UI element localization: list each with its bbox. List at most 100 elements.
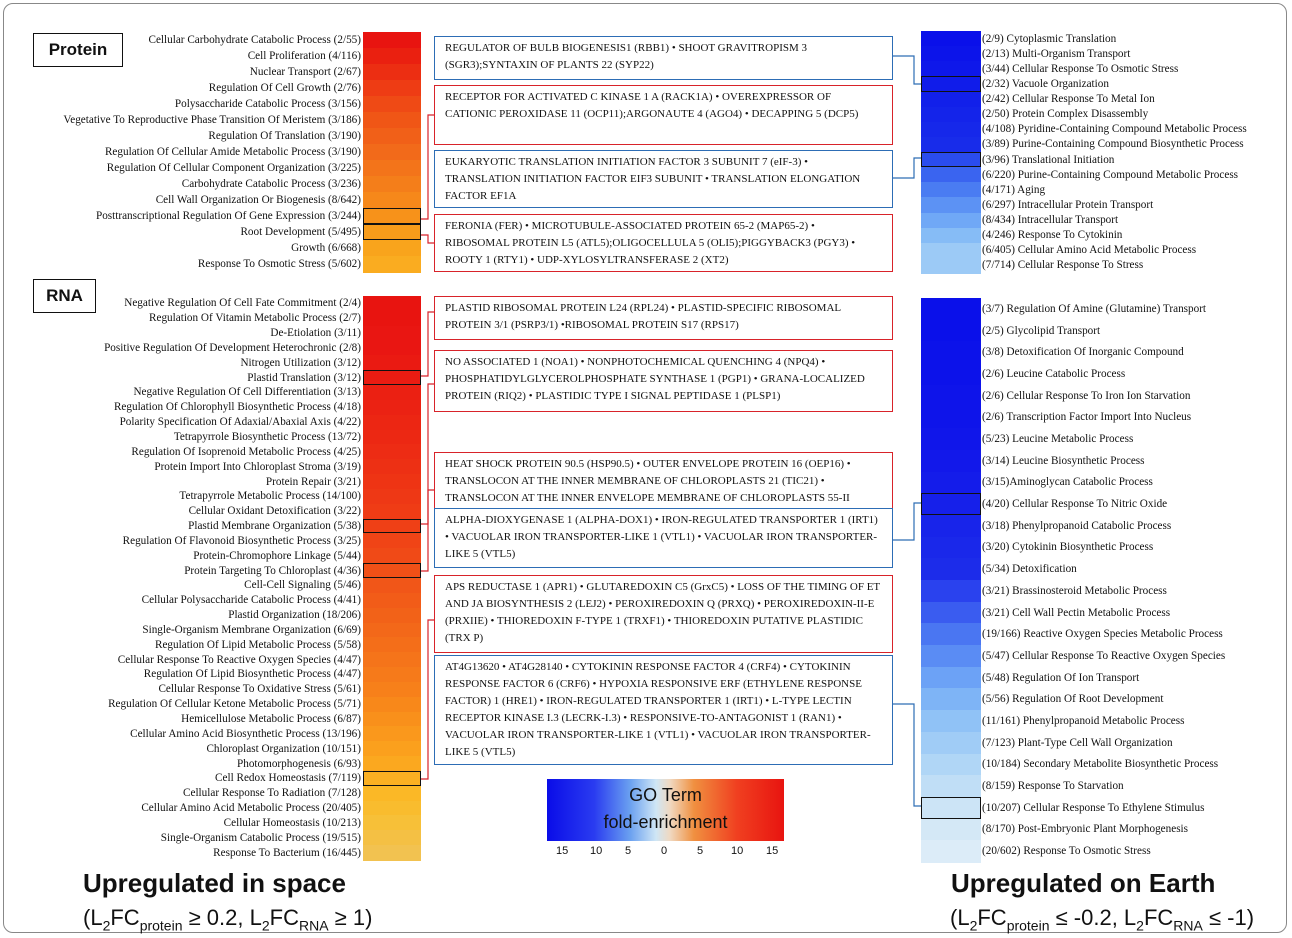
left-rna-cell [363, 548, 421, 564]
right-rna-label: (11/161) Phenylpropanoid Metabolic Proce… [982, 715, 1185, 727]
left-rna-label: Regulation Of Chlorophyll Biosynthetic P… [113, 401, 361, 414]
left-cond-op2: ≥ 1) [328, 905, 373, 930]
left-rna-label: Cellular Oxidant Detoxification (3/22) [188, 505, 361, 518]
left-rna-label: Cellular Polysaccharide Catabolic Proces… [141, 594, 361, 607]
legend-tick: 15 [766, 845, 779, 857]
left-rna-label: Cellular Response To Radiation (7/128) [183, 787, 361, 800]
fold-enrichment-legend: GO Term fold-enrichment [547, 779, 784, 841]
left-rna-label: Polarity Specification Of Adaxial/Abaxia… [119, 416, 361, 429]
right-rna-cell [921, 384, 981, 408]
right-rna-cell [921, 536, 981, 559]
right-rna-label: (3/14) Leucine Biosynthetic Process [982, 454, 1145, 467]
right-rna-cell [921, 298, 981, 321]
right-rna-cell [921, 449, 981, 473]
right-rna-cell [921, 818, 981, 841]
right-rna-cell [921, 341, 981, 364]
left-protein-label: Regulation Of Translation (3/190) [208, 130, 361, 142]
left-cond-s1: protein [139, 917, 183, 934]
right-protein-label: (8/434) Intracellular Transport [982, 214, 1119, 227]
right-rna-cell [921, 471, 981, 494]
connector-eif3 [893, 157, 921, 179]
left-protein-cell [363, 192, 421, 209]
left-rna-cell [363, 696, 421, 713]
left-rna-label: Cellular Amino Acid Biosynthetic Process… [130, 727, 361, 740]
left-rna-cell [363, 444, 421, 460]
left-protein-cell [363, 144, 421, 161]
right-rna-cell [921, 406, 981, 429]
left-cond-fc1: FC [110, 905, 140, 930]
left-protein-label: Growth (6/668) [291, 242, 361, 254]
legend-title-line1: GO Term [629, 785, 702, 805]
left-rna-cell [363, 622, 421, 638]
right-protein-cell [921, 91, 981, 108]
right-protein-cell [921, 31, 981, 47]
left-protein-cell [363, 256, 421, 273]
gene-box-rbb1: REGULATOR OF BULB BIOGENESIS1 (RBB1) • S… [434, 36, 893, 80]
left-protein-label: Cellular Carbohydrate Catabolic Process … [148, 34, 361, 46]
left-rna-cell [363, 578, 421, 594]
left-rna-label: Cellular Response To Oxidative Stress (5… [158, 683, 361, 696]
left-cond-sub1: 2 [102, 917, 111, 934]
left-protein-label: Root Development (5/495) [240, 226, 361, 238]
right-cond-op2: ≤ -1) [1202, 905, 1255, 930]
left-rna-label: Regulation Of Lipid Biosynthetic Process… [143, 668, 361, 681]
left-rna-cell [363, 711, 421, 728]
right-protein-cell [921, 257, 981, 274]
left-rna-highlight [363, 563, 421, 578]
left-rna-cell [363, 681, 421, 698]
left-rna-label: Cellular Response To Reactive Oxygen Spe… [117, 653, 361, 666]
left-rna-label: Plastid Membrane Organization (5/38) [188, 520, 361, 533]
left-rna-label: Nitrogen Utilization (3/12) [240, 356, 361, 369]
left-rna-label: Single-Organism Membrane Organization (6… [142, 623, 361, 636]
left-rna-label: Protein Targeting To Chloroplast (4/36) [184, 564, 361, 577]
connector-fer [421, 234, 434, 244]
left-rna-cell [363, 845, 421, 861]
right-rna-label: (20/602) Response To Osmotic Stress [982, 845, 1151, 858]
right-protein-label: (6/405) Cellular Amino Acid Metabolic Pr… [982, 244, 1197, 257]
left-rna-label: Cell Redox Homeostasis (7/119) [215, 772, 361, 785]
right-rna-cell [921, 666, 981, 690]
left-rna-cell [363, 399, 421, 416]
left-rna-label: Cellular Homeostasis (10/213) [223, 816, 361, 829]
left-rna-cell [363, 474, 421, 490]
legend-tick: 10 [731, 845, 744, 857]
right-protein-label: (4/108) Pyridine-Containing Compound Met… [982, 123, 1247, 136]
right-protein-label: (4/171) Aging [982, 183, 1046, 196]
left-protein-label: Response To Osmotic Stress (5/602) [197, 258, 361, 270]
left-protein-cell [363, 96, 421, 113]
right-protein-label: (3/44) Cellular Response To Osmotic Stre… [982, 62, 1179, 75]
left-rna-cell [363, 563, 421, 579]
left-protein-label: Nuclear Transport (2/67) [249, 66, 361, 78]
left-protein-cell [363, 112, 421, 129]
connector-hsp90 [421, 489, 434, 572]
right-rna-cell [921, 796, 981, 820]
right-protein-cell [921, 167, 981, 183]
right-rna-cell [921, 580, 981, 603]
left-cond-s2: RNA [298, 917, 329, 934]
right-rna-label: (2/5) Glycolipid Transport [982, 324, 1101, 337]
left-condition: (L2FCprotein ≥ 0.2, L2FCRNA ≥ 1) [83, 905, 372, 933]
legend-tick: 15 [556, 845, 569, 857]
right-rna-label: (5/23) Leucine Metabolic Process [982, 433, 1134, 445]
left-rna-cell [363, 667, 421, 683]
protein-section-label: Protein [33, 33, 123, 67]
right-rna-cell [921, 319, 981, 342]
right-rna-label: (7/123) Plant-Type Cell Wall Organizatio… [982, 736, 1173, 749]
right-rna-highlight [921, 796, 981, 819]
gene-box-rack1a: RECEPTOR FOR ACTIVATED C KINASE 1 A (RAC… [434, 85, 893, 145]
right-rna-label: (8/170) Post-Embryonic Plant Morphogenes… [982, 823, 1189, 836]
right-condition: (L2FCprotein ≤ -0.2, L2FCRNA ≤ -1) [950, 905, 1254, 933]
right-rna-label: (5/56) Regulation Of Root Development [982, 693, 1164, 706]
left-protein-cell [363, 32, 421, 49]
legend-tick: 0 [661, 845, 668, 857]
gene-box-at4g13620: AT4G13620 • AT4G28140 • CYTOKININ RESPON… [434, 655, 893, 765]
right-rna-cell [921, 710, 981, 733]
right-rna-label: (10/207) Cellular Response To Ethylene S… [982, 801, 1205, 814]
left-rna-label: De-Etiolation (3/11) [270, 327, 361, 340]
left-rna-label: Protein Repair (3/21) [265, 475, 361, 488]
right-cond-fc2: FC [1143, 905, 1174, 930]
left-rna-cell [363, 503, 421, 520]
right-rna-cell [921, 514, 981, 538]
right-rna-cell [921, 775, 981, 798]
left-rna-cell [363, 815, 421, 831]
